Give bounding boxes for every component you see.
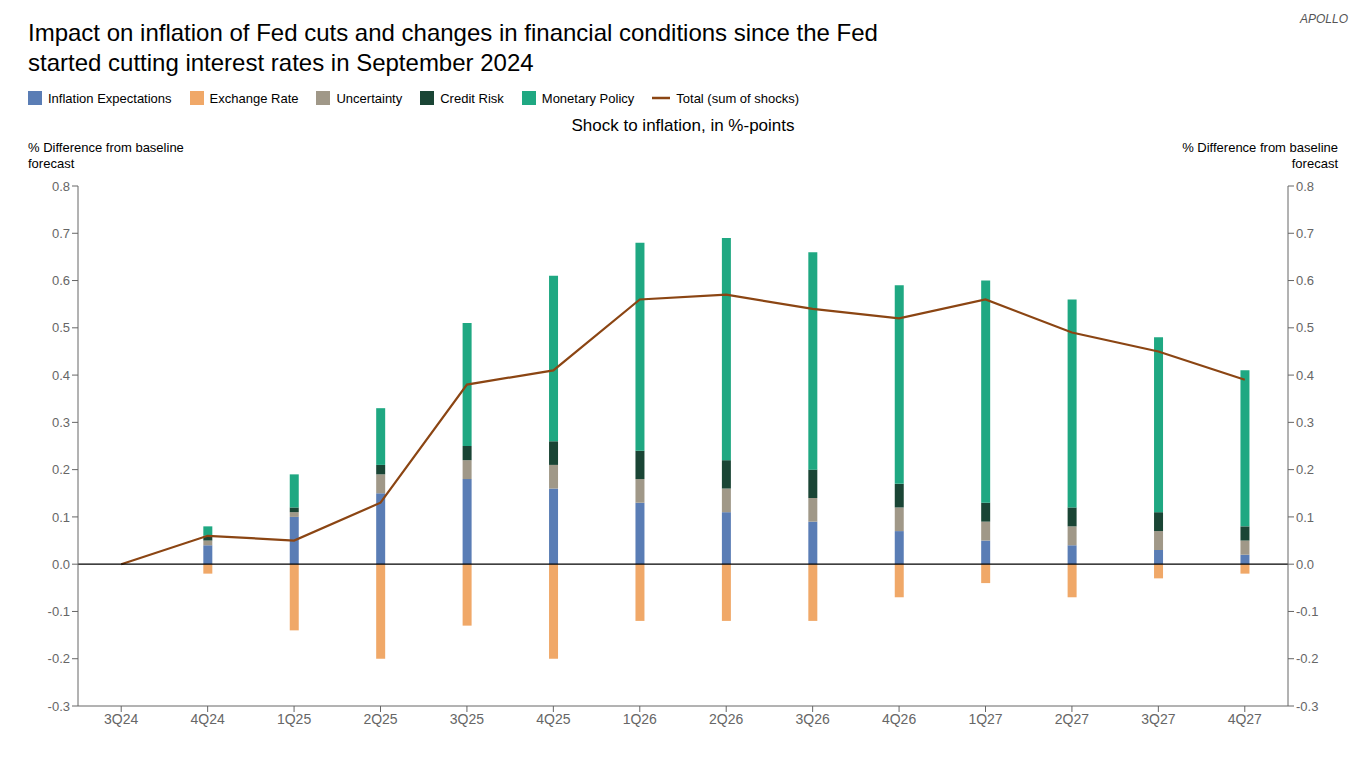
svg-text:0.5: 0.5: [52, 320, 70, 335]
svg-text:3Q27: 3Q27: [1141, 711, 1175, 727]
svg-text:4Q24: 4Q24: [191, 711, 225, 727]
svg-text:2Q25: 2Q25: [363, 711, 397, 727]
svg-text:-0.3: -0.3: [1296, 699, 1318, 714]
svg-text:-0.2: -0.2: [48, 651, 70, 666]
svg-text:0.7: 0.7: [52, 226, 70, 241]
html-text:Impact on inflation of Fed cut: Impact on inflation of Fed cuts and chan…: [28, 19, 878, 76]
svg-text:-0.1: -0.1: [1296, 604, 1318, 619]
svg-text:3Q25: 3Q25: [450, 711, 484, 727]
html-text:Shock to inflation, in %-point: Shock to inflation, in %-points: [571, 116, 795, 135]
svg-text:2Q27: 2Q27: [1055, 711, 1089, 727]
svg-text:0.1: 0.1: [1296, 510, 1314, 525]
html-text:Uncertainty: Uncertainty: [336, 90, 403, 106]
svg-text:0.2: 0.2: [1296, 462, 1314, 477]
html-text:% Difference from baseline for: % Difference from baseline forecast: [1182, 140, 1338, 171]
svg-text:-0.3: -0.3: [48, 699, 70, 714]
svg-text:-0.2: -0.2: [1296, 651, 1318, 666]
svg-text:0.6: 0.6: [52, 273, 70, 288]
svg-text:3Q26: 3Q26: [796, 711, 830, 727]
svg-text:0.7: 0.7: [1296, 226, 1314, 241]
html-text:Credit Risk: Credit Risk: [440, 90, 504, 106]
svg-text:0.8: 0.8: [1296, 179, 1314, 194]
html-text:Exchange Rate: Exchange Rate: [209, 90, 299, 106]
svg-text:0.6: 0.6: [1296, 273, 1314, 288]
svg-text:-0.1: -0.1: [48, 604, 70, 619]
svg-text:0.4: 0.4: [1296, 368, 1314, 383]
svg-text:4Q27: 4Q27: [1228, 711, 1262, 727]
svg-text:0.3: 0.3: [1296, 415, 1314, 430]
html-text:Inflation Expectations: Inflation Expectations: [48, 90, 172, 106]
html-text:Total (sum of shocks): Total (sum of shocks): [676, 90, 800, 106]
svg-text:4Q26: 4Q26: [882, 711, 916, 727]
svg-text:1Q25: 1Q25: [277, 711, 311, 727]
svg-text:0.0: 0.0: [52, 557, 70, 572]
svg-text:0.1: 0.1: [52, 510, 70, 525]
svg-text:3Q24: 3Q24: [104, 711, 138, 727]
svg-text:0.5: 0.5: [1296, 320, 1314, 335]
svg-text:2Q26: 2Q26: [709, 711, 743, 727]
html-text:APOLLO: APOLLO: [1300, 12, 1348, 26]
svg-text:1Q26: 1Q26: [623, 711, 657, 727]
svg-text:0.2: 0.2: [52, 462, 70, 477]
svg-text:0.8: 0.8: [52, 179, 70, 194]
svg-text:4Q25: 4Q25: [536, 711, 570, 727]
html-text:% Difference from baseline for: % Difference from baseline forecast: [28, 140, 184, 171]
svg-text:0.0: 0.0: [1296, 557, 1314, 572]
html-text:Monetary Policy: Monetary Policy: [541, 90, 635, 106]
svg-text:0.3: 0.3: [52, 415, 70, 430]
svg-text:0.4: 0.4: [52, 368, 70, 383]
svg-text:1Q27: 1Q27: [968, 711, 1002, 727]
